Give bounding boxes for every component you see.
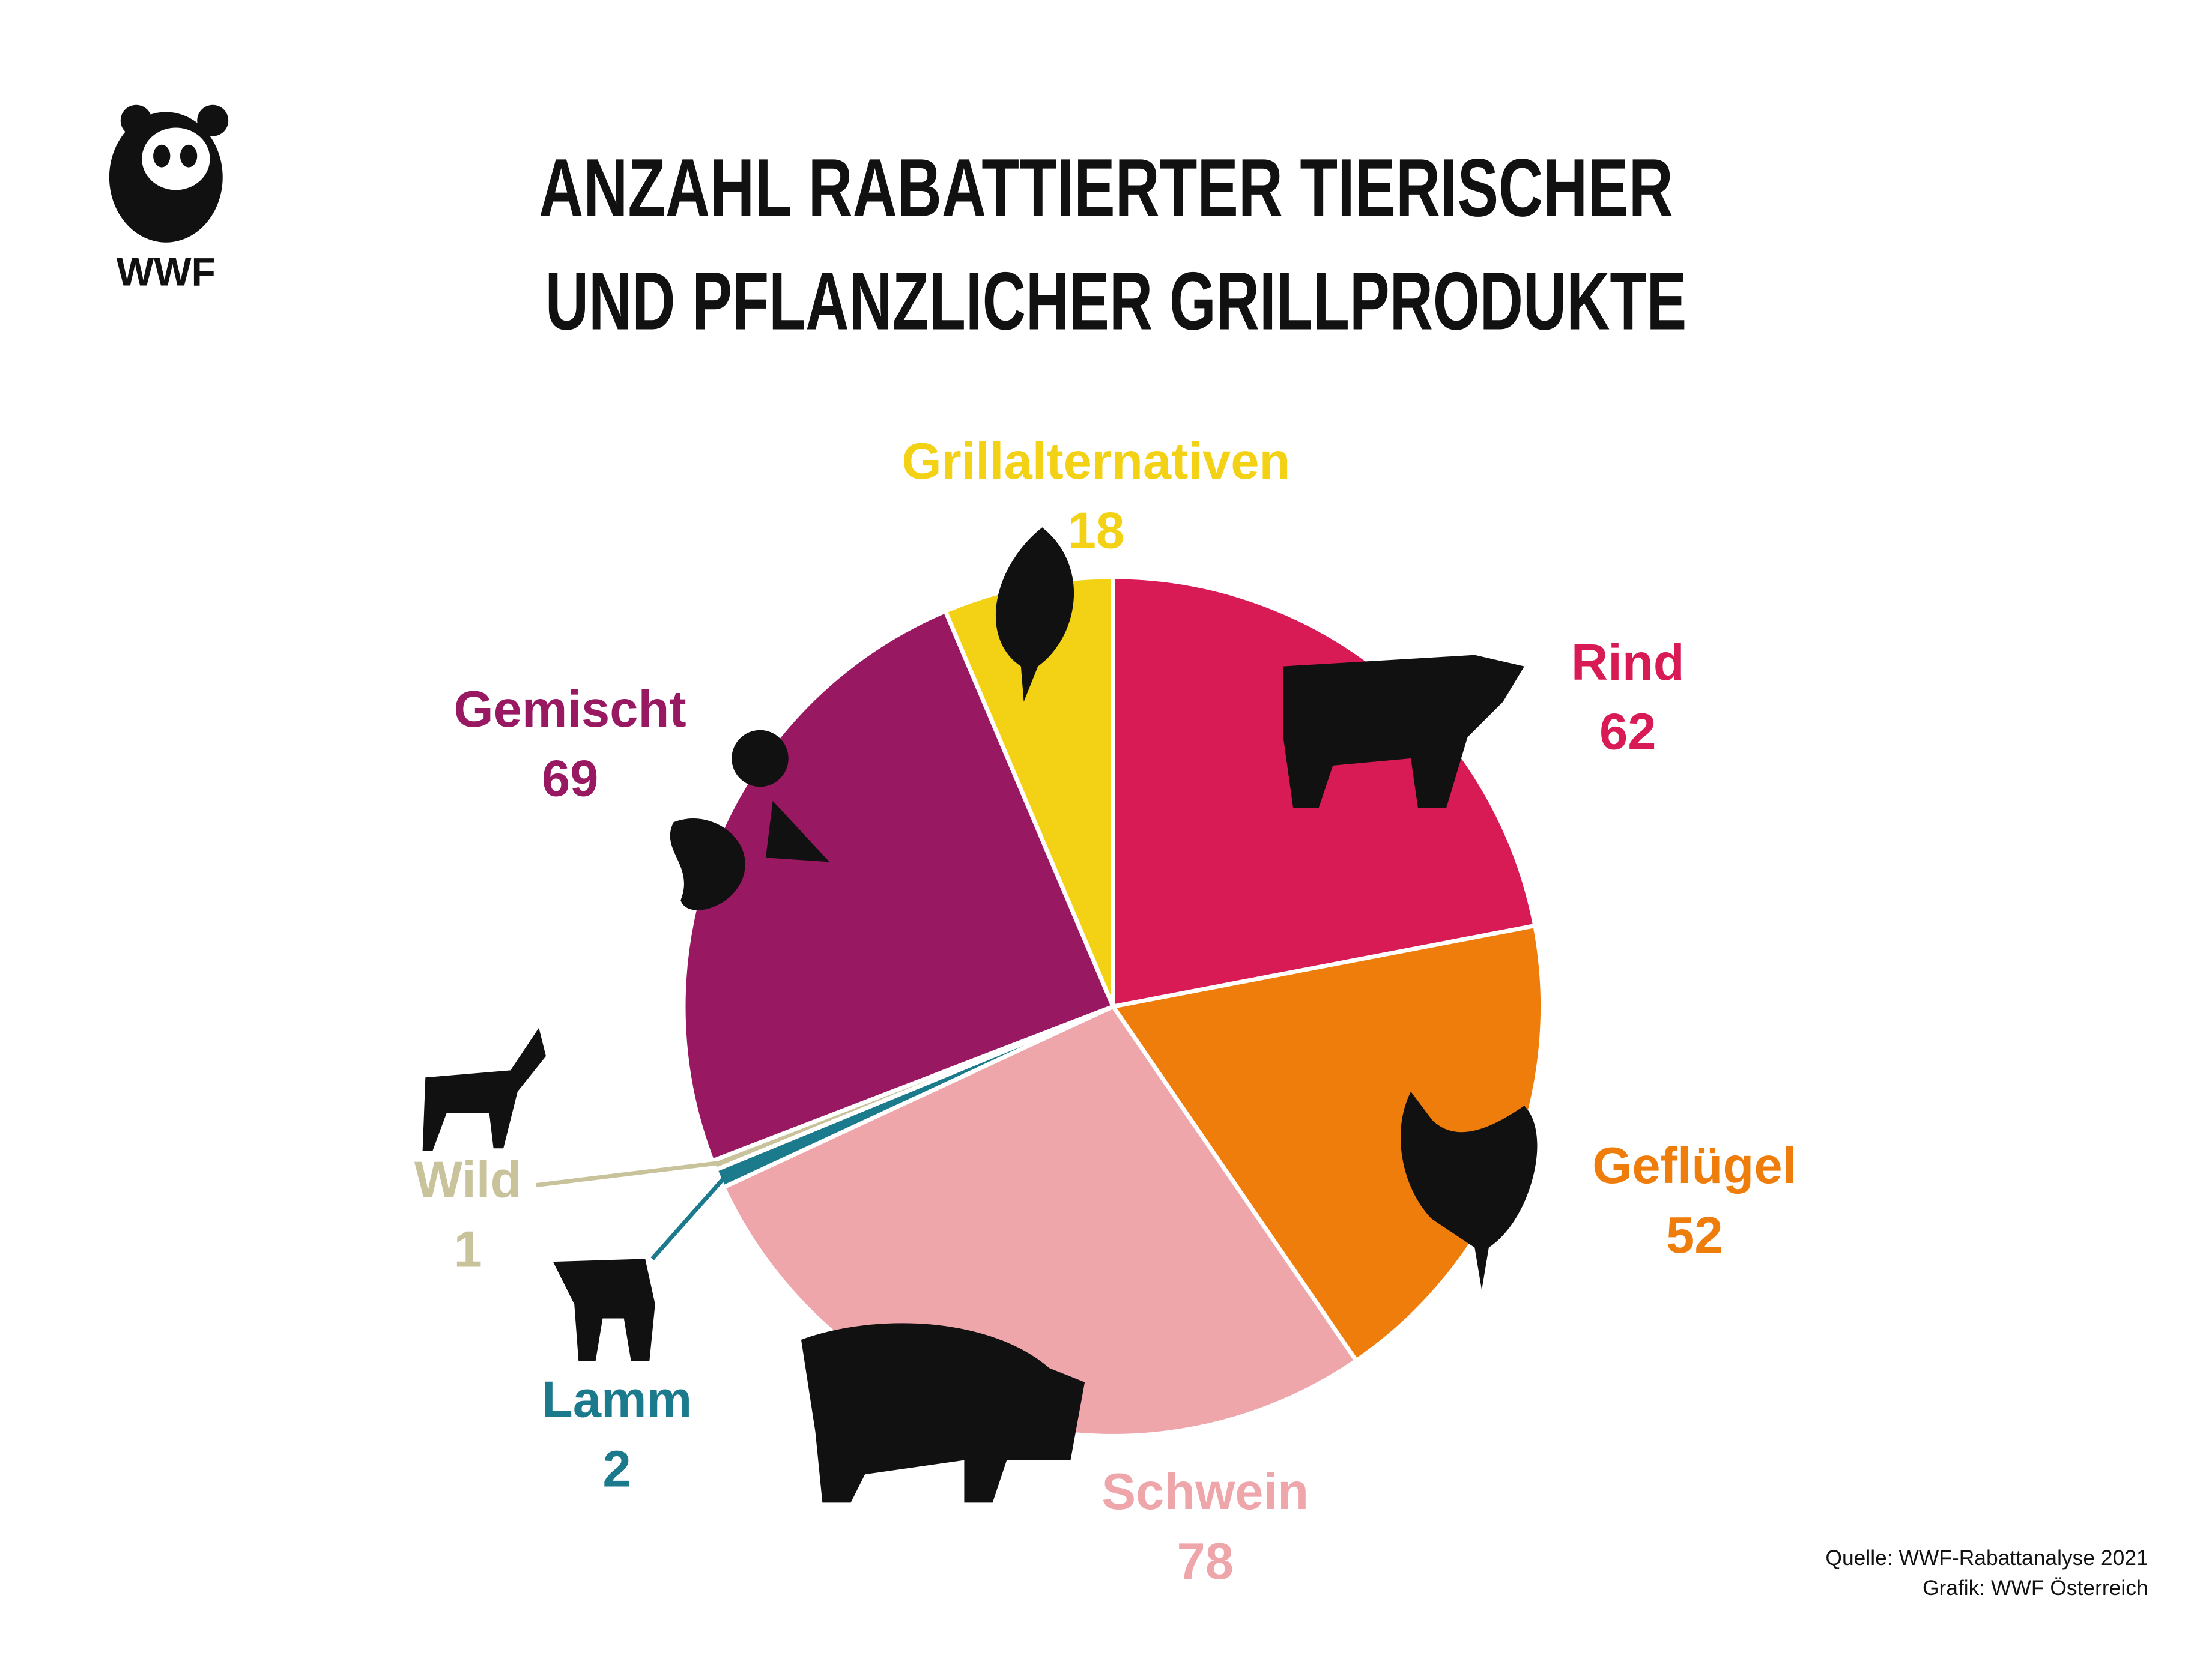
leader-line [650, 1174, 728, 1260]
leader-line [536, 1160, 721, 1188]
logo-panda [109, 104, 229, 243]
slice-value: 62 [1599, 704, 1656, 761]
cow-icon [1283, 655, 1524, 808]
pig-icon [801, 1323, 1085, 1503]
slice-label: Lamm [542, 1372, 692, 1429]
lamb-icon [553, 1259, 655, 1361]
slice-label: Gemischt [454, 681, 686, 738]
slice-label: Schwein [1101, 1463, 1309, 1520]
mixed-icon [732, 730, 789, 787]
source-note: Grafik: WWF Österreich [1923, 1576, 2148, 1600]
deer-icon [422, 1027, 546, 1151]
chart-title: UND PFLANZLICHER GRILLPRODUKTE [545, 255, 1686, 347]
source-note: Quelle: WWF-Rabattanalyse 2021 [1825, 1546, 2148, 1570]
leaf-icon [995, 527, 1074, 702]
slice-label: Wild [414, 1152, 522, 1209]
logo-text: WWF [117, 250, 216, 294]
slice-value: 18 [1068, 502, 1125, 559]
slice-label: Geflügel [1592, 1137, 1796, 1194]
slice-value: 69 [542, 751, 599, 808]
slice-label: Rind [1571, 634, 1685, 691]
mixed-icon [670, 818, 745, 910]
slice-label: Grillalternativen [902, 433, 1291, 490]
mixed-icon [765, 800, 830, 862]
slice-value: 1 [454, 1221, 482, 1278]
chicken-icon [1401, 1091, 1538, 1290]
slice-value: 52 [1666, 1207, 1723, 1264]
labels: Rind 62 Geflügel 52 Schwein 78 Lamm 2 Wild 1 Gemis… [414, 433, 1796, 1590]
chart-title: ANZAHL RABATTIERTER TIERISCHER [539, 142, 1673, 234]
slice-value: 78 [1177, 1533, 1234, 1590]
slice-value: 2 [602, 1441, 631, 1498]
